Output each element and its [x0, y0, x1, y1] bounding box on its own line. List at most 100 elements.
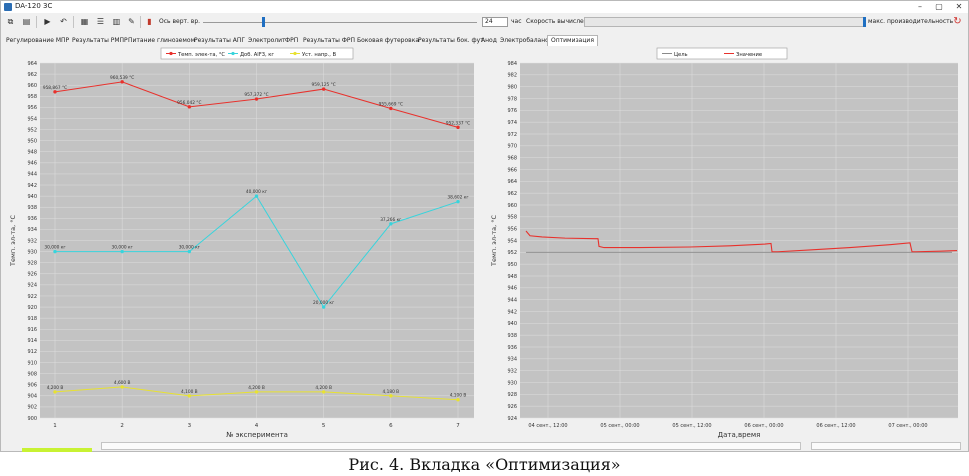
tab-results-side-lining[interactable]: Результаты бок. фут. [418, 37, 486, 44]
y-tick-label: 948 [507, 274, 517, 280]
tab-electrolyte[interactable]: Электролит [248, 37, 286, 44]
data-point [53, 390, 57, 394]
figure-caption: Рис. 4. Вкладка «Оптимизация» [348, 455, 621, 474]
axis-label: Ось верт. вр. [159, 18, 201, 25]
window-title: DA-120 3C [15, 2, 53, 10]
data-point [187, 394, 192, 398]
y-tick-label: 972 [507, 132, 517, 138]
legend-label: Значение [736, 52, 762, 58]
data-point [120, 80, 124, 84]
data-label: 959,125 °C [312, 82, 336, 88]
undo-icon[interactable]: ↶ [60, 17, 67, 26]
legend-box [160, 47, 354, 60]
x-tick-label: 04 сент., 12:00 [528, 423, 567, 429]
data-point [321, 305, 326, 309]
toolbar-separator [36, 16, 37, 28]
x-tick-label: 4 [255, 423, 259, 429]
tab-alumina-feed[interactable]: Питание глиноземом [128, 37, 196, 44]
y-tick-label: 946 [27, 161, 37, 167]
maximize-button[interactable]: ▢ [935, 2, 943, 11]
data-point [53, 249, 57, 254]
play-icon[interactable]: ▶ [44, 17, 51, 26]
data-label: 960,539 °C [110, 75, 134, 81]
minimize-button[interactable]: – [918, 2, 922, 11]
save-icon[interactable]: ▤ [22, 17, 31, 26]
list-icon[interactable]: ☰ [96, 17, 105, 26]
edit-icon[interactable]: ✎ [128, 17, 135, 26]
y-tick-label: 954 [27, 116, 37, 122]
tab-side-lining[interactable]: Боковая футеровка [357, 37, 419, 44]
tab-results-rmpr[interactable]: Результаты РМПР [72, 37, 128, 44]
right-chart: 924 926 928 930 932 934 936 938 940 942 944 946 948 9… [490, 47, 958, 439]
y-tick-label: 926 [27, 272, 37, 278]
y-tick-label: 960 [27, 83, 37, 89]
horizontal-scrollbar-secondary[interactable] [811, 442, 961, 450]
data-label: 957,372 °C [244, 92, 268, 98]
y-tick-label: 942 [27, 183, 37, 189]
y-tick-label: 940 [507, 321, 517, 327]
x-tick-label: 3 [188, 423, 192, 429]
axis-value-input[interactable]: 24 [482, 17, 508, 27]
stats-icon[interactable]: ▮ [147, 17, 152, 26]
x-tick-label: 2 [120, 423, 124, 429]
y-tick-label: 944 [27, 172, 37, 178]
y-tick-label: 914 [27, 338, 37, 344]
tab-optimization[interactable]: Оптимизация [547, 35, 598, 46]
legend-marker [231, 51, 235, 56]
speed-slider[interactable] [584, 17, 864, 27]
data-point [321, 87, 326, 91]
data-point [120, 249, 124, 254]
tab-anode[interactable]: Анод [481, 37, 497, 44]
y-tick-label: 934 [507, 357, 517, 363]
close-button[interactable]: ✕ [955, 2, 963, 11]
data-label: 37,266 кг [380, 217, 402, 223]
status-indicator [22, 448, 92, 452]
y-tick-label: 938 [507, 333, 517, 339]
data-point [53, 90, 57, 94]
speed-slider-thumb[interactable] [863, 17, 866, 27]
legend-label: Темп. элек-та, °C [177, 52, 225, 58]
legend-label: Цель [674, 52, 688, 58]
x-tick-label: 05 сент., 12:00 [672, 423, 711, 429]
y-axis-title: Темп. эл-та, °C [490, 215, 498, 267]
y-tick-label: 956 [27, 105, 37, 111]
x-axis-title: Дата,время [718, 431, 761, 439]
data-point [254, 390, 259, 394]
y-tick-label: 936 [27, 216, 37, 222]
data-label: 40,000 кг [246, 189, 268, 195]
tab-frp[interactable]: ФРП [285, 37, 299, 44]
table-icon[interactable]: ▦ [80, 17, 89, 26]
data-point [254, 97, 259, 101]
x-tick-label: 06 сент., 12:00 [816, 423, 855, 429]
toolbar-separator [73, 16, 74, 28]
y-tick-label: 952 [27, 127, 37, 133]
y-tick-label: 916 [27, 327, 37, 333]
x-tick-label: 06 сент., 00:00 [744, 423, 783, 429]
speed-label: Скорость вычислений [526, 18, 596, 25]
y-tick-label: 920 [27, 305, 37, 311]
tab-electrobalance[interactable]: Электробаланс [500, 37, 549, 44]
axis-slider-thumb[interactable] [262, 17, 265, 27]
data-label: 38,602 кг [447, 195, 469, 201]
y-tick-label: 924 [507, 416, 517, 422]
legend-marker [169, 51, 173, 56]
y-tick-label: 928 [507, 392, 517, 398]
y-tick-label: 932 [27, 238, 37, 244]
refresh-icon[interactable]: ↻ [953, 16, 962, 27]
tab-regulation-mpr[interactable]: Регулирование МПР [6, 37, 70, 44]
tab-results-frp[interactable]: Результаты ФРП [303, 37, 356, 44]
horizontal-scrollbar[interactable] [101, 442, 801, 450]
data-label: 4,200 В [315, 385, 332, 391]
y-tick-label: 958 [27, 94, 37, 100]
y-tick-label: 928 [27, 260, 37, 266]
tab-results-apg[interactable]: Результаты АПГ [194, 37, 246, 44]
data-label: 4,600 В [114, 380, 131, 386]
data-label: 4,100 В [450, 393, 467, 399]
y-tick-label: 978 [507, 96, 517, 102]
axis-slider-track[interactable] [203, 22, 477, 23]
x-tick-label: 05 сент., 00:00 [600, 423, 639, 429]
max-performance-label: макс. производительность [868, 18, 954, 25]
tab-bar: Регулирование МПР Результаты РМПР Питани… [1, 35, 968, 46]
chart-icon[interactable]: ▥ [112, 17, 121, 26]
copy-icon[interactable]: ⧉ [7, 17, 14, 26]
